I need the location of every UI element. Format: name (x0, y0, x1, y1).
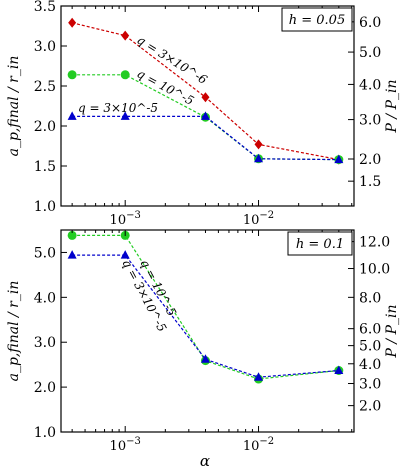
y-axis-label-text: a_p,final / r_in (6, 56, 22, 157)
data-point (254, 153, 264, 163)
data-point (254, 139, 263, 150)
right-tick-label: 5.0 (359, 339, 381, 355)
series-line (72, 115, 339, 161)
y-axis-label: a_p,final / r_in (6, 281, 22, 382)
axis-ticks: 10−3 10−2 1.0 1.5 2.0 2.5 3.0 3.5 1.5 2.0 3.0 4.0 5.… (34, 0, 382, 228)
right-tick-label: 2.0 (359, 152, 381, 168)
data-point (120, 70, 130, 80)
series-label-q3e-5: q = 3×10^-5 (78, 101, 158, 115)
y-tick-label: 4.0 (34, 290, 56, 306)
plot-marks (67, 17, 344, 165)
y-tick-label: 3.5 (34, 0, 56, 15)
series-line (72, 74, 339, 161)
x-tick-label: 10−2 (243, 436, 274, 454)
y-tick-label: 3.0 (34, 39, 56, 55)
y-tick-label: 2.0 (34, 119, 56, 135)
panel-title: h = 0.1 (296, 237, 344, 252)
panel-title-box: h = 0.1 (287, 231, 353, 256)
data-point (67, 230, 77, 240)
plot-frame (60, 5, 355, 207)
right-tick-label: 6.0 (359, 322, 381, 338)
panel-bottom: 10−3 10−21.02.03.04.05.02.03.04.05.06.08.… (6, 229, 400, 454)
y-tick-label: 3.0 (34, 335, 56, 351)
right-tick-label: 10.0 (359, 262, 390, 278)
y-tick-label: 2.5 (34, 79, 56, 95)
right-tick-label: 3.0 (359, 377, 381, 393)
right-tick-label: 4.0 (359, 77, 381, 93)
title-box-frame (281, 7, 353, 32)
x-tick-label: 10−2 (243, 210, 274, 228)
data-point (334, 154, 344, 164)
right-tick-label: 3.0 (359, 113, 381, 129)
data-point (68, 17, 77, 28)
axis-ticks: 10−3 10−21.02.03.04.05.02.03.04.05.06.08.… (34, 230, 390, 454)
x-tick-label: 10−3 (110, 210, 141, 228)
data-point (120, 250, 130, 259)
data-point (334, 365, 344, 375)
panel-top: 10−3 10−2 1.0 1.5 2.0 2.5 3.0 3.5 1.5 2.0 3.0 4.0 5.… (6, 0, 400, 228)
y-axis-label: a_p,final / r_in (6, 56, 22, 157)
right-tick-label: 8.0 (359, 290, 381, 306)
y-tick-label: 1.5 (34, 159, 56, 175)
panel-title: h = 0.05 (289, 13, 345, 28)
series-line (72, 254, 339, 378)
title-box-frame (287, 231, 353, 256)
series-line (71, 22, 339, 161)
y-axis-label-text: a_p,final / r_in (6, 281, 22, 382)
y-axis-right-label-text: P / P_in (384, 80, 400, 134)
y-tick-label: 2.0 (34, 380, 56, 396)
y-tick-label: 5.0 (34, 245, 56, 261)
data-point (67, 70, 77, 80)
data-point (200, 111, 210, 120)
data-point (254, 372, 264, 381)
panel-title-box: h = 0.05 (281, 7, 353, 32)
right-tick-label: 1.5 (359, 174, 381, 190)
data-point (67, 250, 77, 259)
right-tick-label: 5.0 (359, 45, 381, 61)
y-tick-label: 1.0 (34, 425, 56, 441)
right-tick-label: 4.0 (359, 357, 381, 373)
right-tick-label: 12.0 (359, 235, 390, 251)
y-axis-right-label: P / P_in (384, 80, 400, 134)
data-point (67, 111, 77, 120)
data-point (121, 30, 130, 41)
x-tick-label: 10−3 (110, 436, 141, 454)
right-tick-label: 6.0 (359, 15, 381, 31)
plot-marks (67, 230, 344, 384)
y-axis-right-label-text: P / P_in (384, 305, 400, 359)
data-point (201, 92, 210, 103)
x-axis-label: α (200, 452, 210, 470)
y-tick-label: 1.0 (34, 199, 56, 215)
right-tick-label: 2.0 (359, 399, 381, 415)
y-axis-right-label: P / P_in (384, 305, 400, 359)
data-point (120, 111, 130, 120)
data-point (200, 354, 210, 363)
plot-frame (60, 229, 355, 433)
